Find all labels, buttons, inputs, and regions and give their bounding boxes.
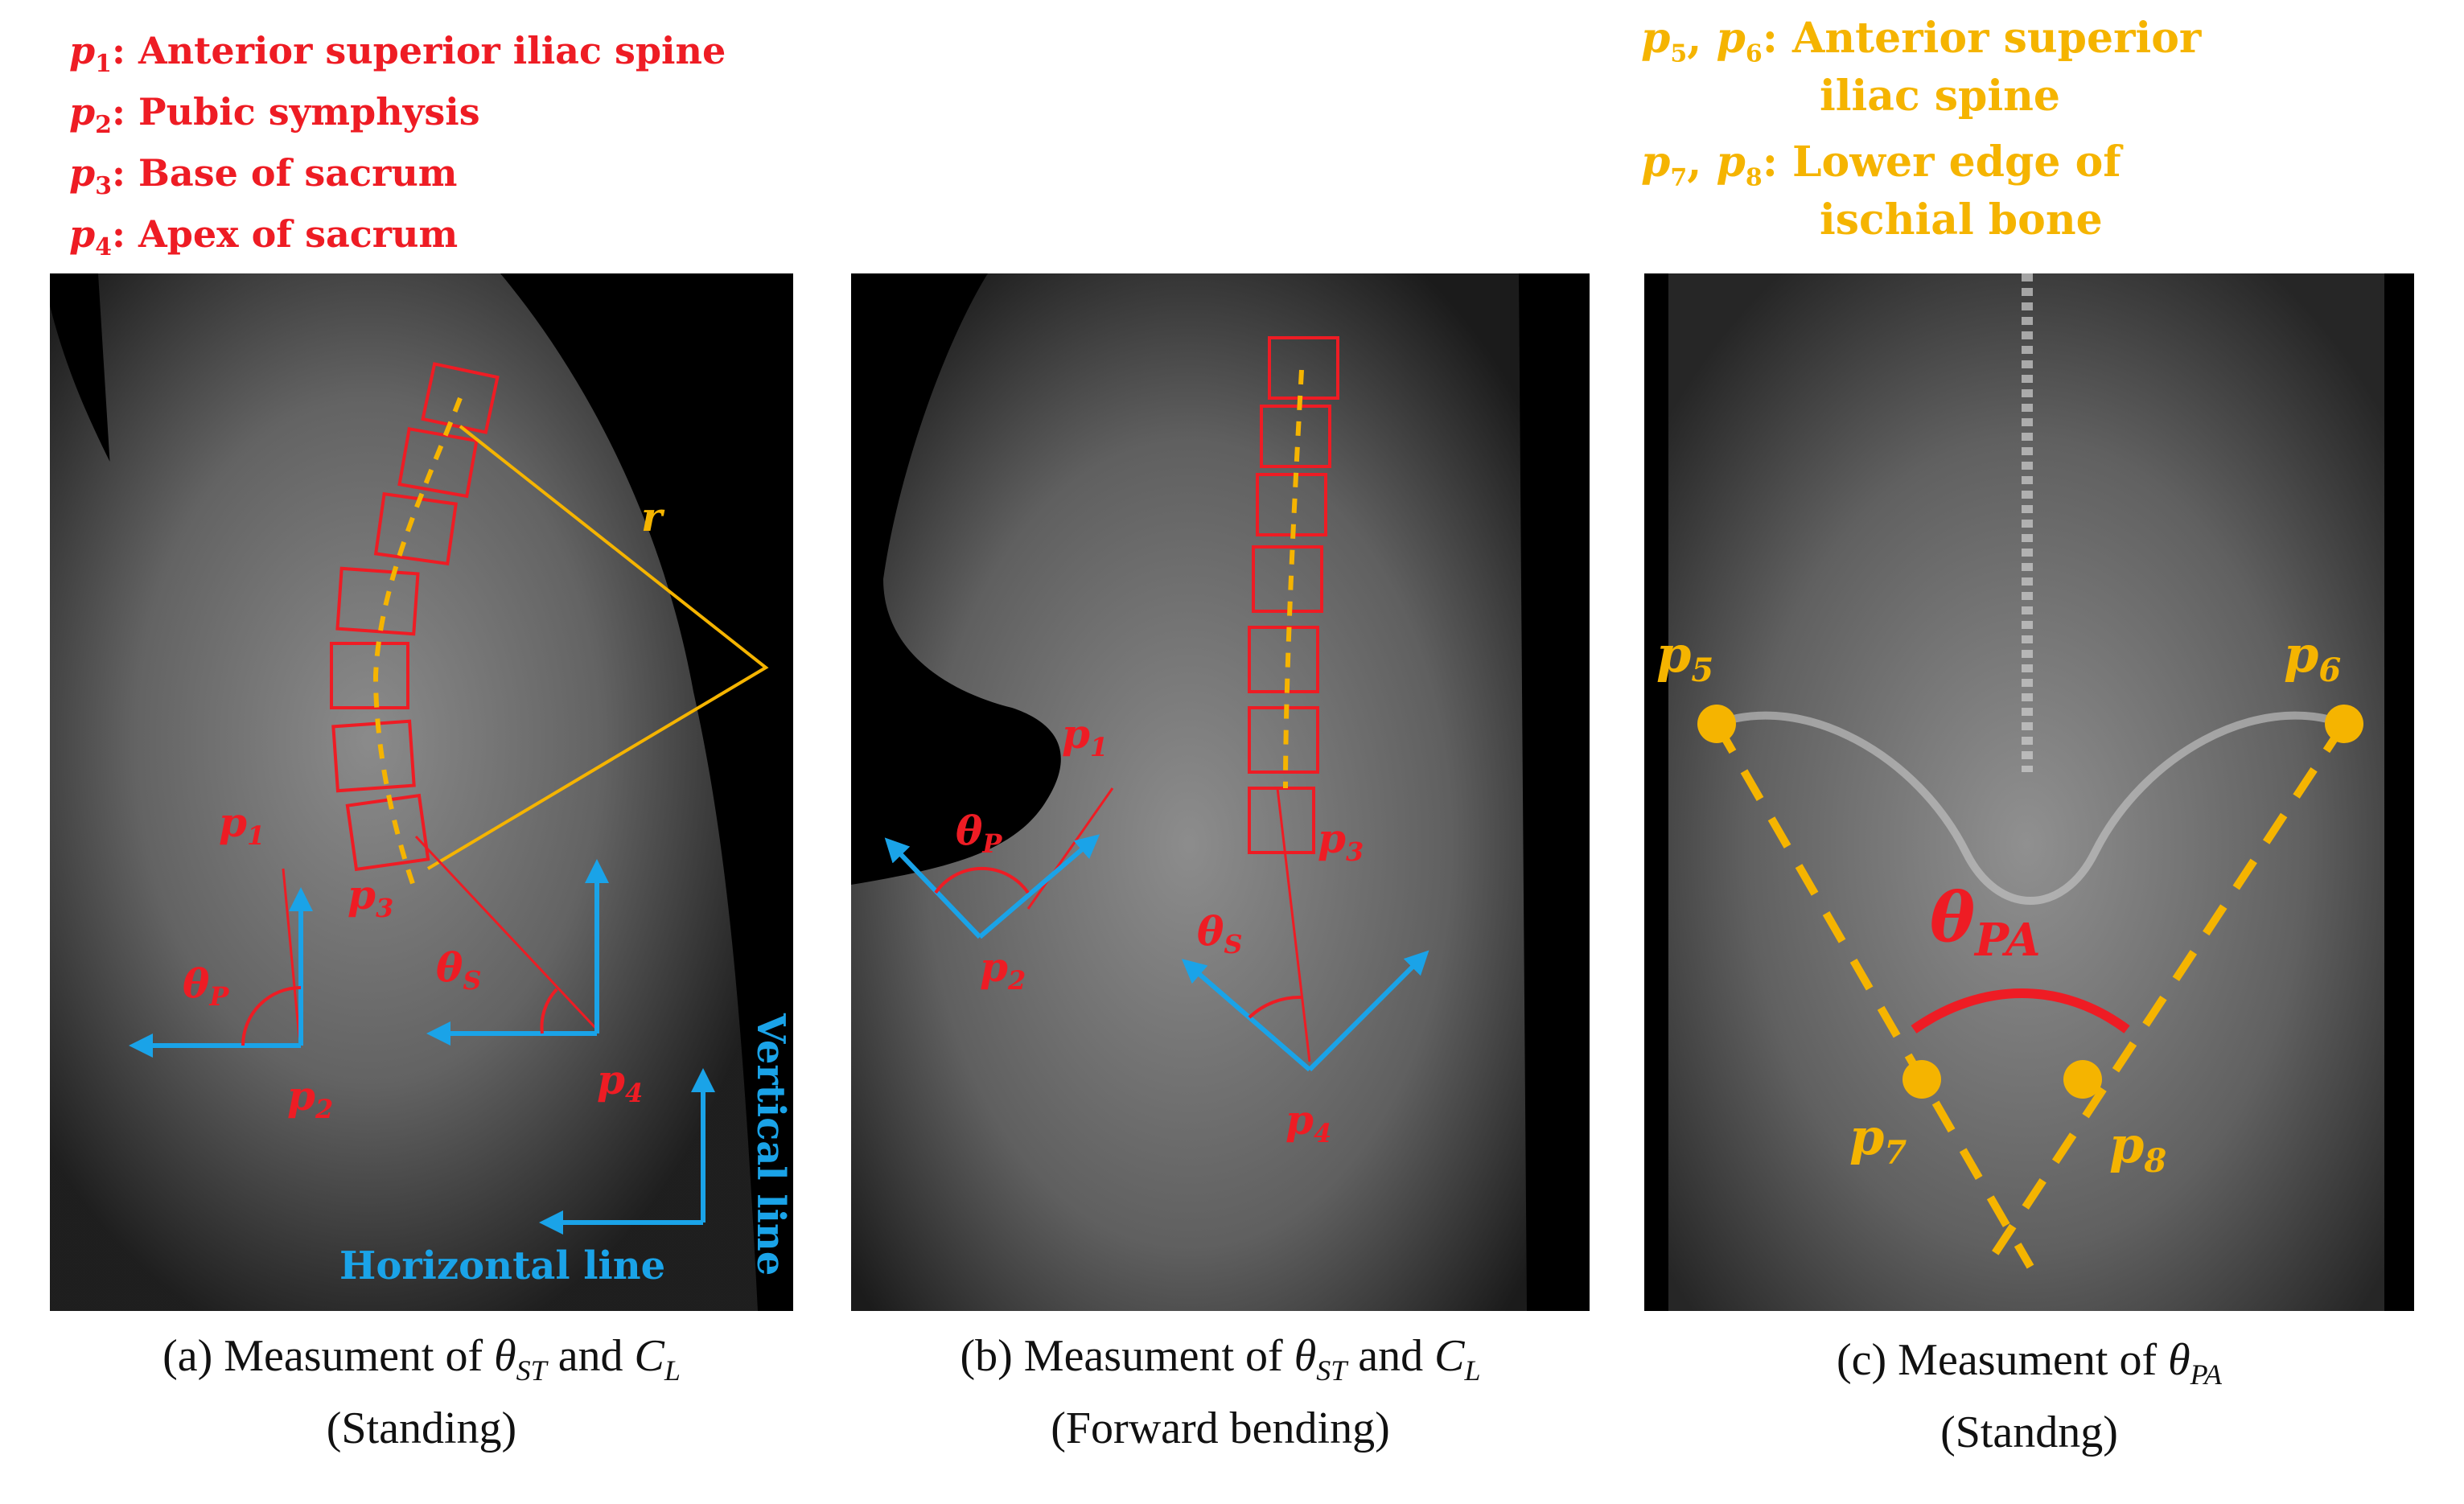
theta-pa-arc — [1911, 988, 2130, 1033]
legend-item-p2: p2: Pubic symphysis — [69, 90, 480, 140]
panel-c-overlay: p5 p6 p7 p8 θPA — [1656, 273, 2384, 1311]
label-horizontal-line: Horizontal line — [339, 1243, 665, 1288]
label-p1-a: p1 — [219, 799, 265, 851]
theta-p-arc-a — [241, 986, 302, 1046]
radius-triangle — [426, 425, 769, 870]
panel-c-xray: p5 p6 p7 p8 θPA — [1644, 273, 2414, 1311]
theta-s-arc-b — [1248, 995, 1302, 1019]
caption-c: (c) Measument of θPA (Standng) — [1837, 1335, 2222, 1458]
vertebrae-a — [330, 362, 500, 872]
axis-p4-right — [1307, 950, 1429, 1072]
sacrum-line-a — [414, 835, 599, 1031]
curvature-line-a — [372, 397, 463, 894]
axis-p2-right — [978, 834, 1100, 939]
panel-a-xray: p1 p2 p3 p4 θP θS r Vertical line Horizo… — [50, 273, 793, 1311]
label-p5: p5 — [1656, 625, 1713, 689]
panel-b-xray: p1 p2 p3 p4 θP θS — [851, 273, 1590, 1311]
curvature-line-b — [1283, 369, 1304, 789]
label-theta-s-b: θS — [1197, 907, 1242, 960]
pelvis-outline-c — [1715, 711, 2346, 905]
pelvic-line-b — [1026, 787, 1114, 910]
label-p4-a: p4 — [597, 1056, 643, 1108]
label-theta-p-a: θP — [183, 960, 229, 1012]
theta-p-arc-b — [934, 866, 1030, 894]
label-theta-p-b: θP — [956, 807, 1002, 859]
theta-s-arc-a — [540, 988, 558, 1034]
label-p3-b: p3 — [1318, 815, 1364, 867]
caption-a: (a) Measument of θST and CL (Standing) — [162, 1331, 681, 1454]
label-p2-a: p2 — [287, 1072, 333, 1124]
legend-item-p1: p1: Anterior superior iliac spine — [69, 29, 726, 79]
vertebrae-b — [1248, 336, 1339, 854]
legend-red: p1: Anterior superior iliac spine p2: Pu… — [69, 32, 726, 277]
body-silhouette-a — [50, 273, 758, 1311]
pelvic-lines-c — [1713, 721, 2348, 1269]
label-theta-s-a: θS — [436, 943, 481, 996]
sacrum-line-b — [1276, 787, 1311, 1062]
label-p1-b: p1 — [1062, 710, 1108, 762]
label-p8: p8 — [2109, 1116, 2166, 1180]
point-p6 — [2325, 705, 2363, 743]
label-p2-b: p2 — [980, 943, 1026, 996]
point-p8 — [2063, 1060, 2102, 1099]
label-p6: p6 — [2284, 625, 2341, 689]
caption-b: (b) Measument of θST and CL (Forward ben… — [960, 1331, 1481, 1454]
label-p4-b: p4 — [1285, 1096, 1331, 1149]
label-r: r — [641, 493, 665, 540]
legend-item-p5-p6: p5, p6: Anterior superior iliac spine — [1641, 14, 2202, 121]
label-p7: p7 — [1849, 1107, 1907, 1172]
legend-gold: p5, p6: Anterior superior iliac spine p7… — [1641, 18, 2201, 265]
legend-item-p4: p4: Apex of sacrum — [69, 212, 459, 262]
point-p7 — [1903, 1060, 1941, 1099]
legend-item-p7-p8: p7, p8: Lower edge of ischial bone — [1641, 138, 2121, 245]
panel-b-overlay: p1 p2 p3 p4 θP θS — [851, 273, 1527, 1311]
point-p5 — [1697, 705, 1736, 743]
legend-item-p3: p3: Base of sacrum — [69, 151, 458, 201]
panel-a-overlay: p1 p2 p3 p4 θP θS r Vertical line Horizo… — [50, 273, 793, 1311]
label-vertical-line: Vertical line — [748, 1013, 793, 1276]
label-p3-a: p3 — [348, 871, 393, 923]
body-silhouette-c — [1668, 273, 2384, 1311]
label-theta-pa: θPA — [1930, 877, 2041, 967]
body-silhouette-b — [851, 273, 1527, 1311]
pelvic-line-a — [282, 868, 301, 1038]
